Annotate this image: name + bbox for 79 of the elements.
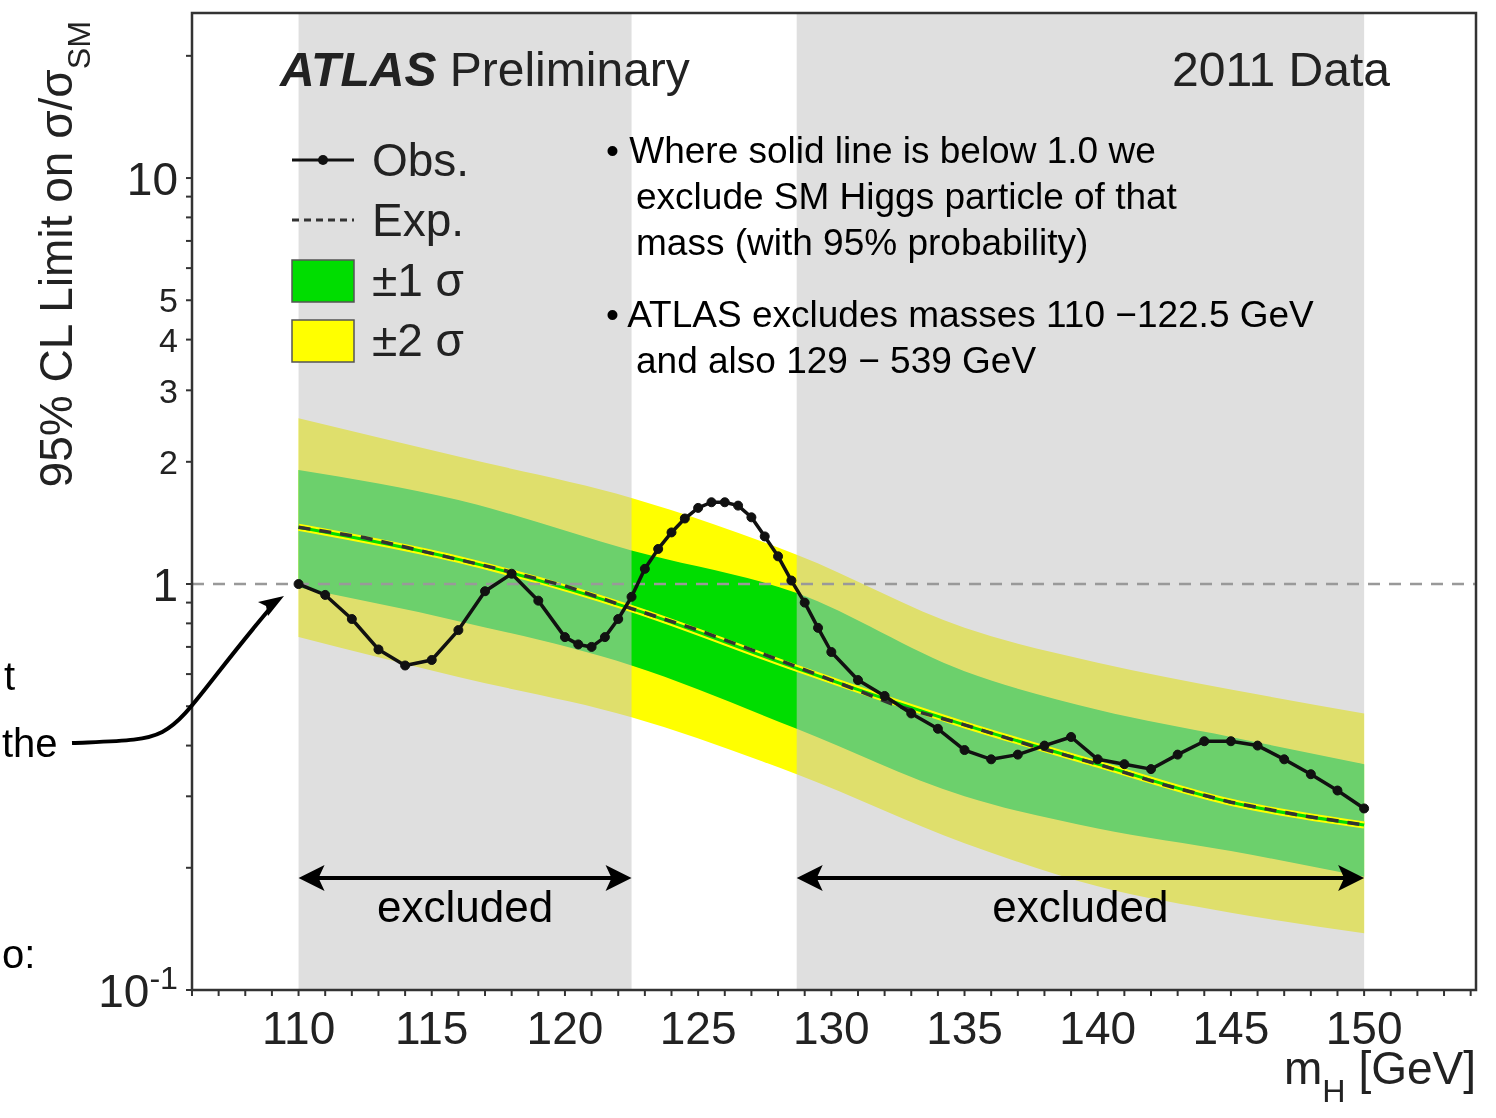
text: o: xyxy=(2,932,36,976)
point xyxy=(1359,803,1370,814)
point xyxy=(1199,736,1210,747)
point xyxy=(533,595,544,606)
point xyxy=(586,641,597,652)
text: the xyxy=(2,721,58,765)
y-tick-label: 5 xyxy=(159,281,178,320)
point xyxy=(373,644,384,655)
point xyxy=(932,723,943,734)
x-tick-label: 120 xyxy=(526,1002,604,1054)
x-tick-label: 145 xyxy=(1192,1002,1270,1054)
point xyxy=(746,512,757,523)
y-tick-label: 3 xyxy=(159,371,178,410)
point xyxy=(1225,736,1236,747)
point xyxy=(706,497,717,508)
point xyxy=(906,708,917,719)
point xyxy=(599,632,610,643)
y-tick-label: 4 xyxy=(159,320,178,359)
legend-label: Exp. xyxy=(372,194,465,246)
x-tick-label: 125 xyxy=(659,1002,737,1054)
annotation: 2011 Data xyxy=(1172,43,1391,96)
point xyxy=(453,625,464,636)
point xyxy=(786,575,797,586)
point xyxy=(293,579,304,590)
point xyxy=(626,591,637,602)
point xyxy=(639,563,650,574)
point xyxy=(1066,731,1077,742)
point xyxy=(653,543,664,554)
point xyxy=(852,675,863,686)
x-tick-label: 140 xyxy=(1059,1002,1137,1054)
annotation: • Where solid line is below 1.0 we exclude SM Higgs particle of that mass (with 95% probability) xyxy=(606,129,1177,265)
point xyxy=(1252,740,1263,751)
band-label: excluded xyxy=(992,882,1169,931)
point xyxy=(506,568,517,579)
x-tick-label: 115 xyxy=(395,1002,469,1054)
y-tick-label: 10 xyxy=(126,152,178,205)
point xyxy=(1039,740,1050,751)
point xyxy=(1332,785,1343,796)
point xyxy=(879,690,890,701)
legend-label: Obs. xyxy=(372,134,470,186)
point xyxy=(573,639,584,650)
point xyxy=(480,586,491,597)
text: t xyxy=(4,654,16,698)
annotation: • ATLAS excludes masses 110 −122.5 GeV and also 129 − 539 GeV xyxy=(606,293,1314,383)
point xyxy=(813,622,824,633)
annotation: ATLAS Preliminary xyxy=(279,43,690,96)
point xyxy=(320,589,331,600)
y-tick-label: 1 xyxy=(152,558,178,611)
point xyxy=(1146,764,1156,775)
legend-label: ±2 σ xyxy=(372,314,464,366)
point xyxy=(799,597,810,608)
point xyxy=(733,500,744,511)
y-tick-label: 10$^{-1}$ xyxy=(98,959,178,1017)
point xyxy=(719,497,730,508)
point xyxy=(400,660,411,671)
point xyxy=(426,654,437,665)
x-tick-label: 130 xyxy=(792,1002,870,1054)
band-label: excluded xyxy=(376,882,554,931)
point xyxy=(679,513,690,524)
point xyxy=(1119,759,1130,770)
x-tick-label: 135 xyxy=(926,1002,1003,1054)
point xyxy=(986,754,997,765)
point xyxy=(693,502,704,513)
point xyxy=(1092,754,1103,765)
y-tick-label: 2 xyxy=(159,443,178,482)
point xyxy=(559,632,570,643)
point xyxy=(346,614,357,625)
point xyxy=(666,527,677,538)
x-tick-label: 110 xyxy=(261,1002,336,1054)
point xyxy=(613,614,624,625)
point xyxy=(826,647,837,658)
point xyxy=(1012,749,1023,760)
point xyxy=(773,551,784,562)
point xyxy=(1305,769,1316,780)
legend-label: ±1 σ xyxy=(372,254,464,306)
point xyxy=(959,745,970,756)
point xyxy=(759,531,770,542)
point xyxy=(1172,749,1183,760)
point xyxy=(1279,754,1290,765)
